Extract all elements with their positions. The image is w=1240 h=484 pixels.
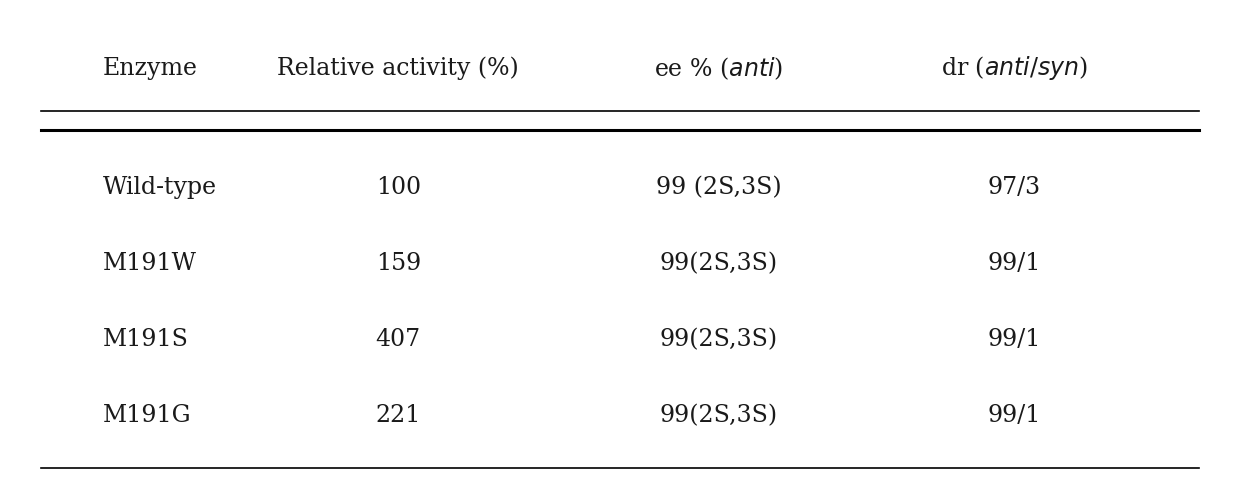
Text: 99/1: 99/1 xyxy=(987,404,1040,427)
Text: 100: 100 xyxy=(376,176,420,199)
Text: M191G: M191G xyxy=(103,404,191,427)
Text: Relative activity (%): Relative activity (%) xyxy=(278,57,520,80)
Text: 99 (2S,3S): 99 (2S,3S) xyxy=(656,176,781,199)
Text: 221: 221 xyxy=(376,404,422,427)
Text: 159: 159 xyxy=(376,252,420,275)
Text: 99(2S,3S): 99(2S,3S) xyxy=(660,328,777,351)
Text: 97/3: 97/3 xyxy=(987,176,1040,199)
Text: Enzyme: Enzyme xyxy=(103,57,197,80)
Text: M191S: M191S xyxy=(103,328,188,351)
Text: 99(2S,3S): 99(2S,3S) xyxy=(660,404,777,427)
Text: 99(2S,3S): 99(2S,3S) xyxy=(660,252,777,275)
Text: M191W: M191W xyxy=(103,252,197,275)
Text: 99/1: 99/1 xyxy=(987,328,1040,351)
Text: ee % ($\it{anti}$): ee % ($\it{anti}$) xyxy=(653,55,784,82)
Text: dr ($\it{anti/syn}$): dr ($\it{anti/syn}$) xyxy=(941,54,1087,82)
Text: Wild-type: Wild-type xyxy=(103,176,217,199)
Text: 99/1: 99/1 xyxy=(987,252,1040,275)
Text: 407: 407 xyxy=(376,328,420,351)
